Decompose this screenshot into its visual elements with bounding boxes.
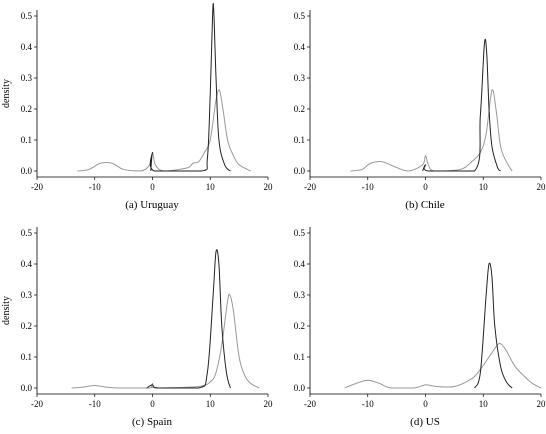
y-tick-label: 0.4 (294, 259, 306, 269)
panel-spain: 0.0 0.1 0.2 0.3 0.4 0.5 -20 -10 0 10 20 density (c)… (0, 217, 273, 434)
y-tick-label: 0.1 (21, 352, 32, 362)
y-tick-label: 0.5 (21, 11, 33, 21)
caption-chile: (b) Chile (405, 199, 445, 211)
x-tick-label: -10 (89, 182, 101, 192)
y-tick-label: 0.0 (294, 166, 306, 176)
caption-spain: (c) Spain (131, 416, 172, 428)
spain-density-plot: 0.0 0.1 0.2 0.3 0.4 0.5 -20 -10 0 10 20 density (1, 227, 274, 409)
x-tick-label: 10 (206, 399, 216, 409)
x-tick-label: -20 (304, 399, 316, 409)
x-tick-label: -10 (362, 182, 374, 192)
panel-uruguay: 0.0 0.1 0.2 0.3 0.4 0.5 -20 -10 0 10 20 density (a)… (0, 0, 273, 217)
density-curve-light (77, 89, 251, 172)
uruguay-density-plot: 0.0 0.1 0.2 0.3 0.4 0.5 -20 -10 0 10 20 density (1, 3, 274, 192)
caption-us: (d) US (410, 416, 440, 428)
x-tick-label: -10 (362, 399, 374, 409)
y-tick-label: 0.1 (21, 135, 32, 145)
y-tick-label: 0.2 (294, 321, 305, 331)
x-tick-label: 10 (479, 182, 489, 192)
density-curve-dark (474, 262, 513, 389)
y-tick-label: 0.2 (294, 104, 305, 114)
x-tick-label: 0 (150, 182, 155, 192)
caption-uruguay: (a) Uruguay (125, 199, 179, 211)
y-tick-label: 0.4 (294, 42, 306, 52)
y-tick-label: 0.3 (294, 290, 306, 300)
density-curve-light (344, 342, 542, 389)
density-curve-dark (422, 38, 501, 172)
y-tick-label: 0.4 (21, 42, 33, 52)
x-tick-label: -20 (304, 182, 316, 192)
x-tick-label: 0 (150, 399, 155, 409)
us-density-plot: 0.0 0.1 0.2 0.3 0.4 0.5 -20 -10 0 10 20 (294, 227, 546, 409)
panel-chile: 0.0 0.1 0.2 0.3 0.4 0.5 -20 -10 0 10 20 (b) Chile (273, 0, 546, 217)
density-curve-light (71, 293, 260, 389)
chile-density-plot: 0.0 0.1 0.2 0.3 0.4 0.5 -20 -10 0 10 20 (294, 10, 546, 192)
y-tick-label: 0.0 (294, 383, 306, 393)
x-tick-label: 20 (264, 182, 274, 192)
x-tick-label: 0 (423, 182, 428, 192)
x-tick-label: 0 (423, 399, 428, 409)
y-tick-label: 0.5 (294, 228, 306, 238)
x-tick-label: 10 (479, 399, 489, 409)
y-tick-label: 0.4 (21, 259, 33, 269)
x-tick-label: -10 (89, 399, 101, 409)
x-tick-label: 20 (537, 182, 546, 192)
y-tick-label: 0.1 (294, 135, 305, 145)
x-tick-label: 20 (264, 399, 274, 409)
x-tick-label: 20 (537, 399, 546, 409)
y-axis-label: density (1, 296, 12, 325)
y-tick-label: 0.1 (294, 352, 305, 362)
y-tick-label: 0.5 (294, 11, 306, 21)
y-tick-label: 0.2 (21, 321, 32, 331)
panel-us: 0.0 0.1 0.2 0.3 0.4 0.5 -20 -10 0 10 20 (d) US (273, 217, 546, 434)
y-tick-label: 0.5 (21, 228, 33, 238)
y-tick-label: 0.3 (294, 73, 306, 83)
density-curve-dark (146, 249, 231, 389)
y-tick-label: 0.0 (21, 383, 33, 393)
y-tick-label: 0.3 (21, 290, 33, 300)
density-curve-dark (149, 3, 231, 172)
x-tick-label: -20 (31, 182, 43, 192)
x-tick-label: 10 (206, 182, 216, 192)
x-tick-label: -20 (31, 399, 43, 409)
y-tick-label: 0.0 (21, 166, 33, 176)
y-tick-label: 0.3 (21, 73, 33, 83)
y-axis-label: density (1, 79, 12, 108)
y-tick-label: 0.2 (21, 104, 32, 114)
density-curve-light (350, 89, 513, 172)
